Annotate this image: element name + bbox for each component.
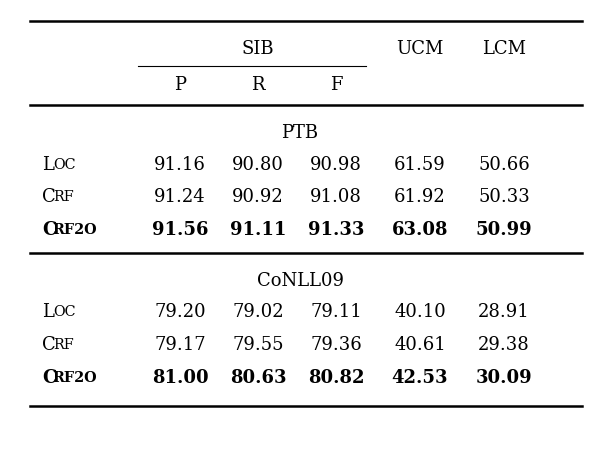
Text: 50.66: 50.66 (478, 156, 530, 174)
Text: L: L (42, 156, 54, 174)
Text: 79.02: 79.02 (232, 303, 284, 321)
Text: 90.80: 90.80 (232, 156, 284, 174)
Text: RF: RF (53, 338, 74, 352)
Text: 42.53: 42.53 (392, 369, 448, 387)
Text: F: F (330, 76, 342, 94)
Text: 40.61: 40.61 (394, 336, 446, 354)
Text: C: C (42, 221, 56, 239)
Text: L: L (42, 303, 54, 321)
Text: 30.09: 30.09 (476, 369, 532, 387)
Text: 50.33: 50.33 (478, 189, 530, 206)
Text: 80.63: 80.63 (230, 369, 286, 387)
Text: RF2O: RF2O (53, 223, 97, 237)
Text: 79.36: 79.36 (310, 336, 362, 354)
Text: 29.38: 29.38 (478, 336, 530, 354)
Text: LCM: LCM (482, 40, 526, 58)
Text: 91.08: 91.08 (310, 189, 362, 206)
Text: C: C (42, 336, 56, 354)
Text: CoNLL09: CoNLL09 (257, 272, 343, 290)
Text: RF2O: RF2O (53, 371, 97, 385)
Text: 79.55: 79.55 (232, 336, 284, 354)
Text: 79.11: 79.11 (310, 303, 362, 321)
Text: 91.33: 91.33 (308, 221, 364, 239)
Text: P: P (174, 76, 186, 94)
Text: 50.99: 50.99 (476, 221, 532, 239)
Text: 63.08: 63.08 (392, 221, 448, 239)
Text: UCM: UCM (397, 40, 443, 58)
Text: 81.00: 81.00 (152, 369, 208, 387)
Text: 91.16: 91.16 (154, 156, 206, 174)
Text: 79.17: 79.17 (154, 336, 206, 354)
Text: 90.92: 90.92 (232, 189, 284, 206)
Text: 79.20: 79.20 (154, 303, 206, 321)
Text: RF: RF (53, 190, 74, 205)
Text: OC: OC (53, 305, 76, 319)
Text: 91.56: 91.56 (152, 221, 208, 239)
Text: R: R (251, 76, 265, 94)
Text: C: C (42, 189, 56, 206)
Text: OC: OC (53, 158, 76, 172)
Text: PTB: PTB (281, 124, 319, 142)
Text: 28.91: 28.91 (478, 303, 530, 321)
Text: C: C (42, 369, 56, 387)
Text: 61.92: 61.92 (394, 189, 446, 206)
Text: SIB: SIB (242, 40, 274, 58)
Text: 90.98: 90.98 (310, 156, 362, 174)
Text: 91.11: 91.11 (230, 221, 286, 239)
Text: 40.10: 40.10 (394, 303, 446, 321)
Text: 61.59: 61.59 (394, 156, 446, 174)
Text: 80.82: 80.82 (308, 369, 364, 387)
Text: 91.24: 91.24 (154, 189, 206, 206)
